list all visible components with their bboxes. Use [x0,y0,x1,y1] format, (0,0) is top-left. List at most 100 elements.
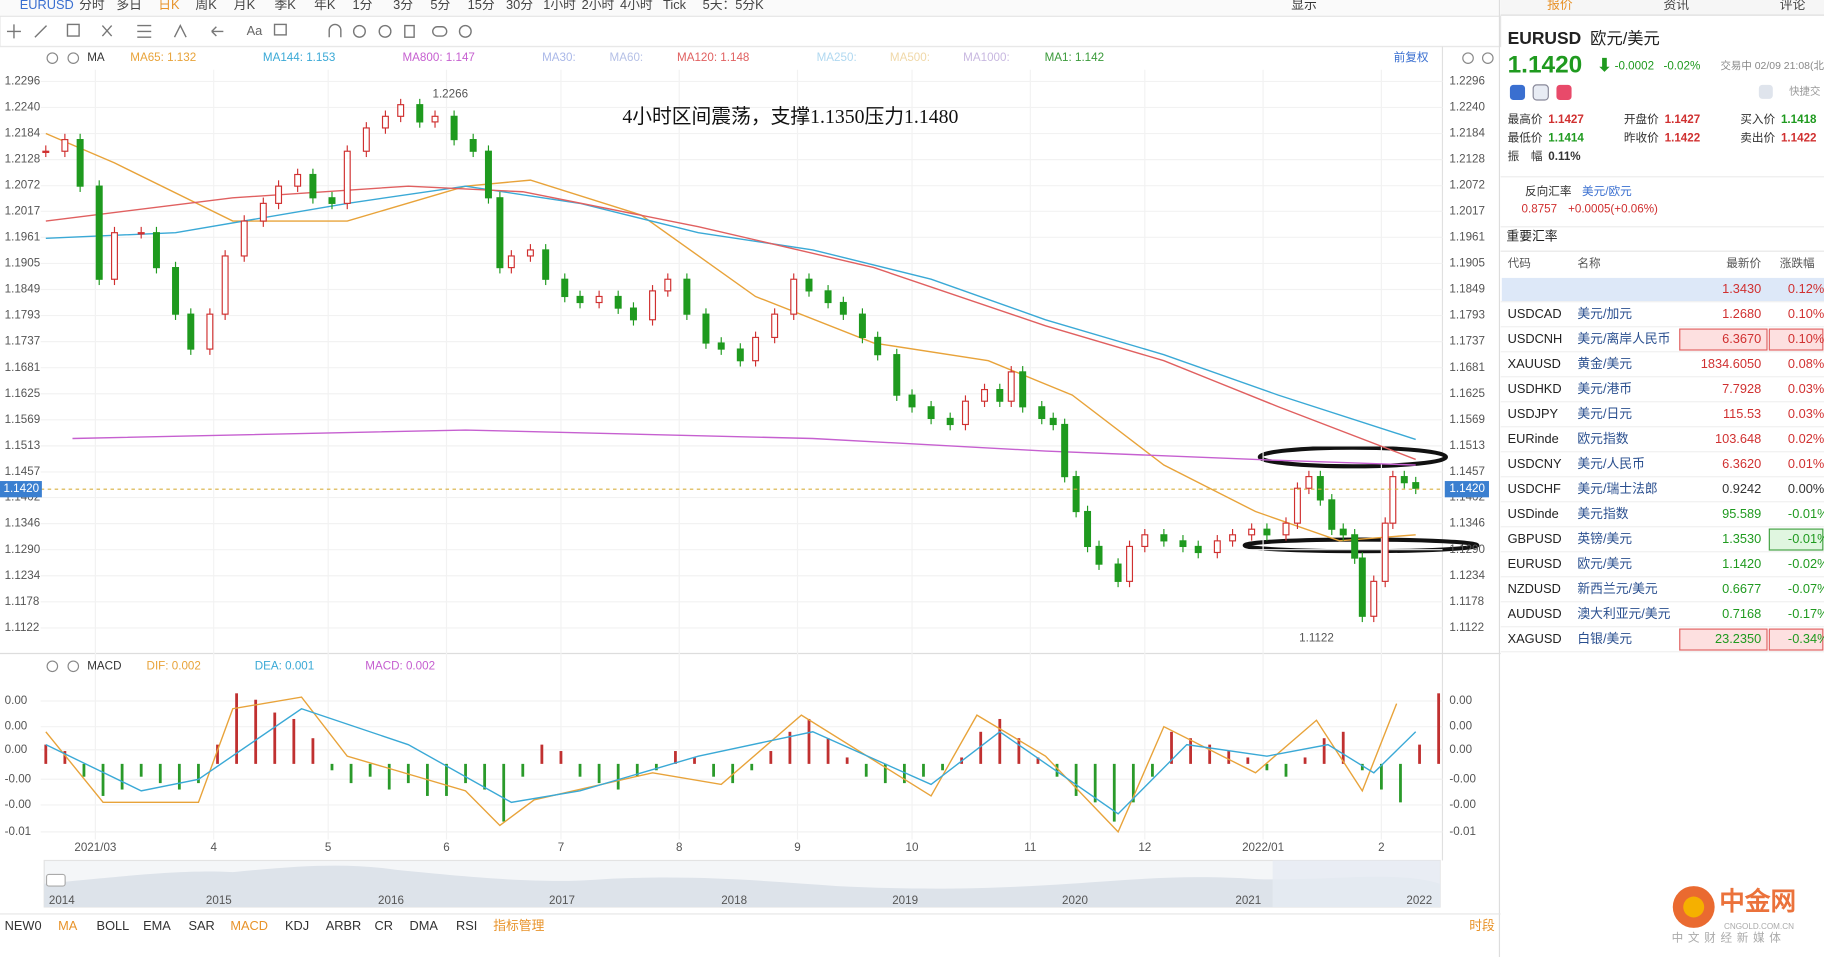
period-tab[interactable]: 15分 [468,0,495,12]
ma-legend[interactable]: MA800: 1.147 [402,51,474,64]
period-tab[interactable]: 30分 [506,0,533,12]
period-tab[interactable]: 5分 [430,0,450,12]
row-code[interactable]: USDCHF [1508,481,1561,496]
row-name[interactable]: 欧元指数 [1577,431,1628,446]
period-tab[interactable]: 日K [158,0,180,12]
indicator-tab[interactable]: MA [58,918,78,933]
navigator-window[interactable] [1272,860,1441,907]
indicator-tab[interactable]: RSI [456,918,477,933]
navigator-handle[interactable] [45,873,66,887]
session[interactable]: 时段 [1469,918,1495,933]
period-tab[interactable]: 3分 [393,0,413,12]
reverse-name[interactable]: 美元/欧元 [1582,184,1632,198]
indicator-tab[interactable]: MACD [230,918,268,933]
row-code[interactable]: USDinde [1508,506,1559,521]
macd-bar [883,763,887,784]
row-change: 0.12% [1788,281,1824,296]
panel-tab[interactable]: 评论 [1780,0,1806,12]
quote-change-pct: -0.02% [1663,59,1700,72]
macd-bar [368,763,372,777]
macd-legend[interactable]: DEA: 0.001 [255,659,314,672]
period-tab[interactable]: 年K [314,0,336,12]
row-code[interactable]: GBPUSD [1508,531,1562,546]
period-tab[interactable]: 5天：5分K [703,0,765,12]
ma-legend[interactable]: MA250: [817,51,857,64]
row-name[interactable]: 欧元/美元 [1577,556,1632,571]
indicator-tab[interactable]: CR [375,918,393,933]
macd-bar [483,763,487,790]
row-code[interactable]: USDJPY [1508,406,1559,421]
indicator-tab[interactable]: BOLL [97,918,130,933]
panel-tab[interactable]: 资讯 [1663,0,1689,12]
ma-legend[interactable]: MA65: 1.132 [130,51,196,64]
period-tab[interactable]: Tick [663,0,687,12]
last-price-tag [1444,481,1489,498]
indicator-tab[interactable]: DMA [409,918,438,933]
y-tick-label: 1.2128 [5,153,41,166]
row-code[interactable]: USDCNY [1508,456,1562,471]
period-tab[interactable]: 多日 [116,0,142,12]
indicator-tab[interactable]: KDJ [285,918,309,933]
macd-bar [540,744,544,764]
ma-legend[interactable]: MA120: 1.148 [677,51,749,64]
row-name[interactable]: 美元/人民币 [1577,456,1644,471]
row-name[interactable]: 美元指数 [1577,506,1628,521]
row-code[interactable]: USDCNH [1508,331,1563,346]
stat-label: 昨收价 [1624,130,1659,144]
period-tab[interactable]: 1小时 [543,0,576,12]
ma-legend[interactable]: MA60: [610,51,644,64]
row-name[interactable]: 美元/瑞士法郎 [1577,481,1657,496]
indicator-tab[interactable]: NEW0 [5,918,42,933]
text-tool[interactable]: Aa [247,23,264,38]
macd-legend[interactable]: DIF: 0.002 [147,659,201,672]
period-tab[interactable]: 季K [275,0,297,12]
ma-legend[interactable]: MA1: 1.142 [1045,51,1104,64]
row-code[interactable]: USDCAD [1508,306,1562,321]
indicator-tab[interactable]: SAR [188,918,214,933]
row-name[interactable]: 白银/美元 [1577,631,1632,646]
row-name[interactable]: 澳大利亚元/美元 [1577,606,1670,621]
period-tab[interactable]: 2小时 [582,0,615,12]
row-name[interactable]: 美元/离岸人民币 [1577,331,1670,346]
quick-trade[interactable]: 快捷交 [1789,85,1820,98]
panel-tab[interactable]: 报价 [1547,0,1573,12]
drawing-tools[interactable] [6,23,472,39]
period-tab[interactable]: 1分 [352,0,372,12]
period-tab[interactable]: 4小时 [620,0,653,12]
row-code[interactable]: NZDUSD [1508,581,1561,596]
macd-bar [464,763,467,784]
row-code[interactable]: EURUSD [1508,556,1562,571]
row-name[interactable]: 英镑/美元 [1577,531,1632,546]
row-name[interactable]: 美元/加元 [1577,306,1632,321]
display-menu[interactable]: 显示 [1291,0,1317,12]
change-flash [1768,628,1824,651]
ma-legend[interactable]: MA1000: [963,51,1010,64]
ma-legend[interactable]: MA500: [890,51,930,64]
row-name[interactable]: 新西兰元/美元 [1577,581,1657,596]
adjust-mode[interactable]: 前复权 [1394,50,1429,64]
ma-legend[interactable]: MA30: [542,51,576,64]
indicator-tab[interactable]: EMA [143,918,171,933]
row-code[interactable]: XAUUSD [1508,356,1561,371]
period-tab[interactable]: 月K [234,0,256,12]
period-tab[interactable]: 周K [195,0,217,12]
y-tick-label: 1.1681 [5,361,41,374]
row-name[interactable]: 美元/港币 [1577,381,1632,396]
candle [294,173,302,187]
row-name[interactable]: 美元/日元 [1577,406,1632,421]
candle [1263,528,1271,536]
period-tab[interactable]: 分时 [79,0,105,12]
ma-legend[interactable]: MA144: 1.153 [263,51,335,64]
row-name[interactable]: 黄金/美元 [1577,356,1632,371]
indicator-tab[interactable]: ARBR [326,918,362,933]
macd-legend[interactable]: MACD: 0.002 [365,659,435,672]
row-price: 0.6677 [1722,581,1761,596]
row-code[interactable]: USDHKD [1508,381,1562,396]
quote-icons[interactable] [1509,84,1773,101]
indicator-manage[interactable]: 指标管理 [493,918,544,933]
row-code[interactable]: EURinde [1508,431,1559,446]
candle [431,115,439,123]
symbol[interactable]: EURUSD [20,0,74,12]
row-code[interactable]: AUDUSD [1508,606,1562,621]
row-code[interactable]: XAGUSD [1508,631,1562,646]
